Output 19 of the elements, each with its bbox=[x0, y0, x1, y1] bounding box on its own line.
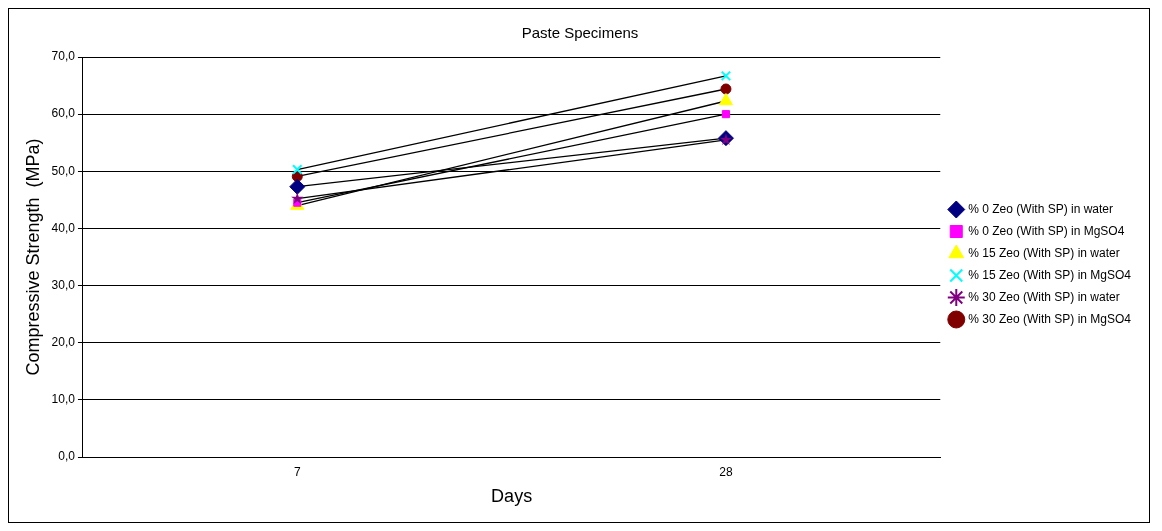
x-tick-label: 7 bbox=[293, 464, 301, 479]
legend-label: % 15 Zeo (With SP) in water bbox=[968, 245, 1120, 260]
legend-label: % 0 Zeo (With SP) in MgSO4 bbox=[968, 223, 1125, 238]
chart-title: Paste Specimens bbox=[521, 24, 639, 42]
x-tick-label: 28 bbox=[719, 464, 733, 479]
y-tick-label: 30,0 bbox=[51, 277, 76, 292]
legend-label: % 0 Zeo (With SP) in water bbox=[968, 201, 1113, 216]
y-tick-label: 60,0 bbox=[51, 106, 76, 121]
x-axis-title: Days bbox=[491, 486, 533, 507]
y-axis-title: Compressive Strength (MPa) bbox=[22, 138, 43, 376]
y-tick-label: 50,0 bbox=[51, 163, 76, 178]
legend-label: % 30 Zeo (With SP) in MgSO4 bbox=[968, 311, 1132, 326]
legend-label: % 30 Zeo (With SP) in water bbox=[968, 289, 1120, 304]
y-tick-label: 0,0 bbox=[58, 449, 76, 464]
y-tick-label: 20,0 bbox=[51, 335, 76, 350]
y-tick-label: 70,0 bbox=[51, 49, 76, 64]
y-tick-label: 40,0 bbox=[51, 220, 76, 235]
y-tick-label: 10,0 bbox=[51, 392, 76, 407]
legend-label: % 15 Zeo (With SP) in MgSO4 bbox=[968, 267, 1132, 282]
